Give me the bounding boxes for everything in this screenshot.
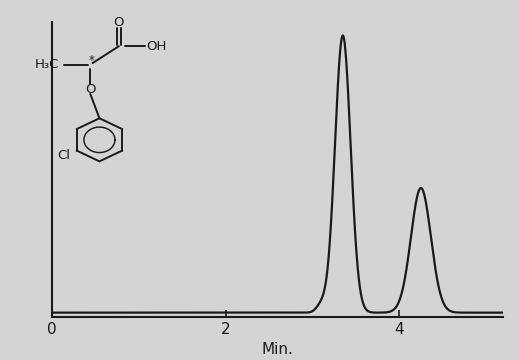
Text: OH: OH — [146, 40, 167, 53]
X-axis label: Min.: Min. — [262, 342, 294, 357]
Text: H₃C: H₃C — [35, 58, 59, 71]
Text: O: O — [85, 83, 95, 96]
Text: *: * — [89, 54, 94, 67]
Text: Cl: Cl — [58, 149, 71, 162]
Text: O: O — [114, 16, 124, 29]
